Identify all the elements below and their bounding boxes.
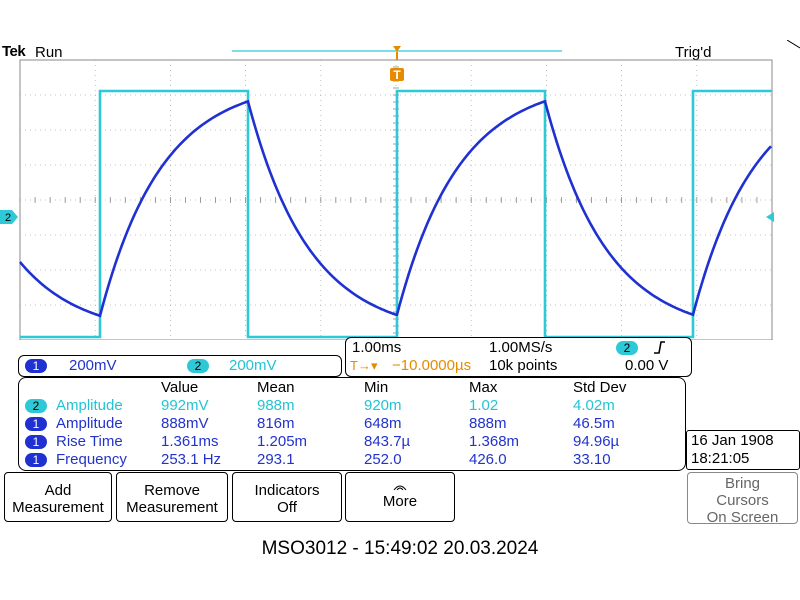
row-value: 253.1 Hz xyxy=(161,451,222,468)
trigger-marker-icon xyxy=(390,68,404,81)
date: 16 Jan 1908 xyxy=(691,432,774,449)
column-header-std-dev: Std Dev xyxy=(573,379,627,396)
row-min: 920m xyxy=(364,397,402,414)
channel-1-scale: 200mV xyxy=(69,357,117,374)
column-header-min: Min xyxy=(364,379,389,396)
row-value: 1.361ms xyxy=(161,433,219,450)
table-row[interactable]: 1 Amplitude 888mV 816m 648m 888m 46.5m xyxy=(19,415,685,433)
row-std-dev: 33.10 xyxy=(573,451,611,468)
row-name: Rise Time xyxy=(56,433,123,450)
row-max: 1.368m xyxy=(469,433,520,450)
row-channel-badge: 1 xyxy=(25,453,47,467)
row-std-dev: 46.5m xyxy=(573,415,615,432)
trigger-source-badge: 2 xyxy=(616,341,638,355)
instrument-footer: MSO3012 - 15:49:02 20.03.2024 xyxy=(261,538,539,559)
row-min: 252.0 xyxy=(364,451,402,468)
brand-logo: Tek xyxy=(2,43,26,60)
trigger-level: 0.00 V xyxy=(625,357,669,374)
column-header-value: Value xyxy=(161,379,199,396)
more-button[interactable]: More xyxy=(345,472,455,522)
trigger-offset: −10.0000µs xyxy=(392,357,472,374)
row-mean: 816m xyxy=(257,415,295,432)
row-mean: 988m xyxy=(257,397,295,414)
row-name: Amplitude xyxy=(56,415,123,432)
channel-2-trace xyxy=(20,89,772,339)
more-menu-icon xyxy=(393,485,407,491)
channel-1-trace xyxy=(19,99,772,318)
row-max: 888m xyxy=(469,415,507,432)
trigger-offset-icon: T→▾ xyxy=(350,358,378,373)
column-header-max: Max xyxy=(469,379,498,396)
row-mean: 293.1 xyxy=(257,451,295,468)
add-measurement-button[interactable]: Add Measurement xyxy=(4,472,112,522)
timebase-readout[interactable]: 1.00ms 1.00MS/s 2 T→▾ −10.0000µs 10k poi… xyxy=(345,337,692,377)
channel-scale-readout[interactable]: 1 200mV 2 200mV xyxy=(18,355,342,377)
bring-cursors-on-screen-button[interactable]: Bring Cursors On Screen xyxy=(687,472,798,526)
trigger-position-marker xyxy=(393,46,401,52)
trigger-level-marker xyxy=(766,212,774,222)
table-row[interactable]: 2 Amplitude 992mV 988m 920m 1.02 4.02m xyxy=(19,397,685,415)
trigger-marker-label: T xyxy=(393,68,401,82)
row-name: Amplitude xyxy=(56,397,123,414)
channel-2-badge: 2 xyxy=(187,359,209,373)
row-channel-badge: 1 xyxy=(25,435,47,449)
sample-rate: 1.00MS/s xyxy=(489,339,553,356)
row-std-dev: 94.96µ xyxy=(573,433,620,450)
row-name: Frequency xyxy=(56,451,127,468)
row-channel-badge: 1 xyxy=(25,417,47,431)
svg-text:2: 2 xyxy=(5,212,11,224)
row-min: 843.7µ xyxy=(364,433,411,450)
row-max: 1.02 xyxy=(469,397,499,414)
table-row[interactable]: 1 Frequency 253.1 Hz 293.1 252.0 426.0 3… xyxy=(19,451,685,469)
column-header-mean: Mean xyxy=(257,379,295,396)
row-std-dev: 4.02m xyxy=(573,397,615,414)
remove-measurement-button[interactable]: Remove Measurement xyxy=(116,472,228,522)
rising-edge-icon xyxy=(654,341,665,354)
time-per-division: 1.00ms xyxy=(352,339,402,356)
row-mean: 1.205m xyxy=(257,433,308,450)
row-max: 426.0 xyxy=(469,451,507,468)
record-length: 10k points xyxy=(489,357,558,374)
table-row[interactable]: 1 Rise Time 1.361ms 1.205m 843.7µ 1.368m… xyxy=(19,433,685,451)
channel-1-badge: 1 xyxy=(25,359,47,373)
channel-2-scale: 200mV xyxy=(229,357,277,374)
channel-2-ground-marker xyxy=(0,210,18,224)
measurement-table: Value Mean Min Max Std Dev 2 Amplitude 9… xyxy=(18,377,686,471)
waveform-display: T 2 xyxy=(0,40,800,340)
trigger-status: Trig'd xyxy=(675,44,712,61)
indicators-button[interactable]: Indicators Off xyxy=(232,472,342,522)
acquisition-status: Run xyxy=(35,44,63,61)
row-value: 888mV xyxy=(161,415,209,432)
date-time-readout: 16 Jan 1908 18:21:05 xyxy=(686,430,800,470)
time: 18:21:05 xyxy=(691,450,750,467)
row-channel-badge: 2 xyxy=(25,399,47,413)
row-value: 992mV xyxy=(161,397,209,414)
row-min: 648m xyxy=(364,415,402,432)
